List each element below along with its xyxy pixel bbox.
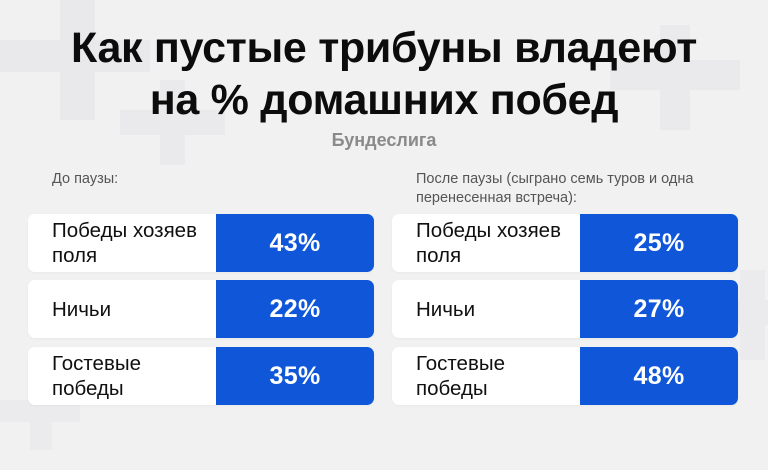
before-row-draws: Ничьи 22% [28, 280, 374, 338]
before-pause-caption: До паузы: [52, 171, 119, 187]
category-label: Победы хозяев поля [52, 219, 197, 267]
title-line-2: на % домашних побед [149, 76, 619, 124]
value-cell: 43% [216, 214, 374, 272]
category-label: Гостевые победы [52, 352, 141, 400]
before-row-home-wins: Победы хозяев поля 43% [28, 214, 374, 272]
after-pause-caption: После паузы (сыграно семь туров и одна п… [416, 171, 694, 206]
league-subtitle: Бундеслига [331, 130, 437, 150]
category-label: Гостевые победы [416, 352, 505, 400]
page-title: Как пустые трибуны владеют на % домашних… [0, 22, 768, 126]
title-line-1: Как пустые трибуны владеют [70, 24, 698, 72]
after-row-draws: Ничьи 27% [392, 280, 738, 338]
category-label: Ничьи [416, 297, 476, 321]
before-row-away-wins: Гостевые победы 35% [28, 347, 374, 405]
after-row-home-wins: Победы хозяев поля 25% [392, 214, 738, 272]
value-cell: 22% [216, 280, 374, 338]
value-cell: 27% [580, 280, 738, 338]
value-cell: 35% [216, 347, 374, 405]
value-cell: 48% [580, 347, 738, 405]
category-label: Победы хозяев поля [416, 219, 561, 267]
after-row-away-wins: Гостевые победы 48% [392, 347, 738, 405]
category-label: Ничьи [52, 297, 112, 321]
value-cell: 25% [580, 214, 738, 272]
